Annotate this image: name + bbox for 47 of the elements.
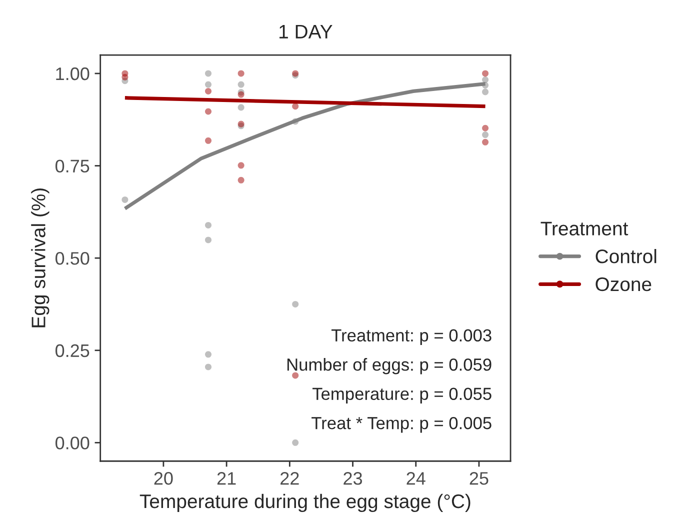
- annotation: Treatment: p = 0.003: [331, 329, 492, 345]
- point: [122, 196, 128, 203]
- chart-title: 1 DAY: [280, 24, 332, 38]
- y-tick-label: 0.50: [55, 252, 90, 265]
- point: [292, 103, 299, 110]
- point: [482, 88, 489, 96]
- point: [482, 132, 489, 138]
- x-tick-label: 22: [280, 472, 299, 485]
- point: [122, 74, 128, 80]
- point: [205, 81, 212, 88]
- point: [292, 372, 299, 379]
- x-tick-label: 21: [217, 472, 236, 485]
- point: [238, 176, 244, 184]
- point: [238, 81, 244, 88]
- point: [205, 108, 212, 115]
- point: [292, 439, 299, 446]
- legend-label: Ozone: [596, 277, 652, 292]
- point: [205, 88, 212, 94]
- point: [482, 138, 489, 146]
- point: [205, 236, 212, 244]
- point: [482, 76, 489, 84]
- x-axis-title: Temperature during the egg stage (°C): [140, 494, 470, 512]
- legend-label: Control: [596, 249, 656, 264]
- point: [205, 364, 212, 370]
- point: [482, 124, 489, 132]
- x-tick-label: 20: [154, 472, 173, 485]
- y-tick-label: 0.75: [55, 160, 90, 172]
- point: [205, 351, 212, 358]
- point: [482, 70, 489, 77]
- x-tick-label: 25: [470, 472, 488, 485]
- y-axis-title: Egg survival (%): [31, 188, 50, 328]
- y-tick-label: 1.00: [56, 67, 90, 80]
- annotation: Number of eggs: p = 0.059: [287, 358, 492, 374]
- point: [238, 162, 244, 169]
- legend-title: Treatment: [540, 222, 628, 236]
- x-tick-label: 23: [344, 472, 362, 485]
- y-tick-label: 0.00: [55, 436, 90, 450]
- annotation: Treat * Temp: p = 0.005: [312, 416, 492, 433]
- y-tick-label: 0.25: [55, 344, 90, 358]
- annotation: Temperature: p = 0.055: [312, 388, 492, 404]
- point: [205, 137, 212, 144]
- point: [292, 300, 299, 308]
- point: [205, 222, 212, 228]
- point: [238, 70, 244, 77]
- x-tick-label: 24: [406, 472, 426, 485]
- point: [205, 70, 212, 77]
- point: [238, 104, 244, 111]
